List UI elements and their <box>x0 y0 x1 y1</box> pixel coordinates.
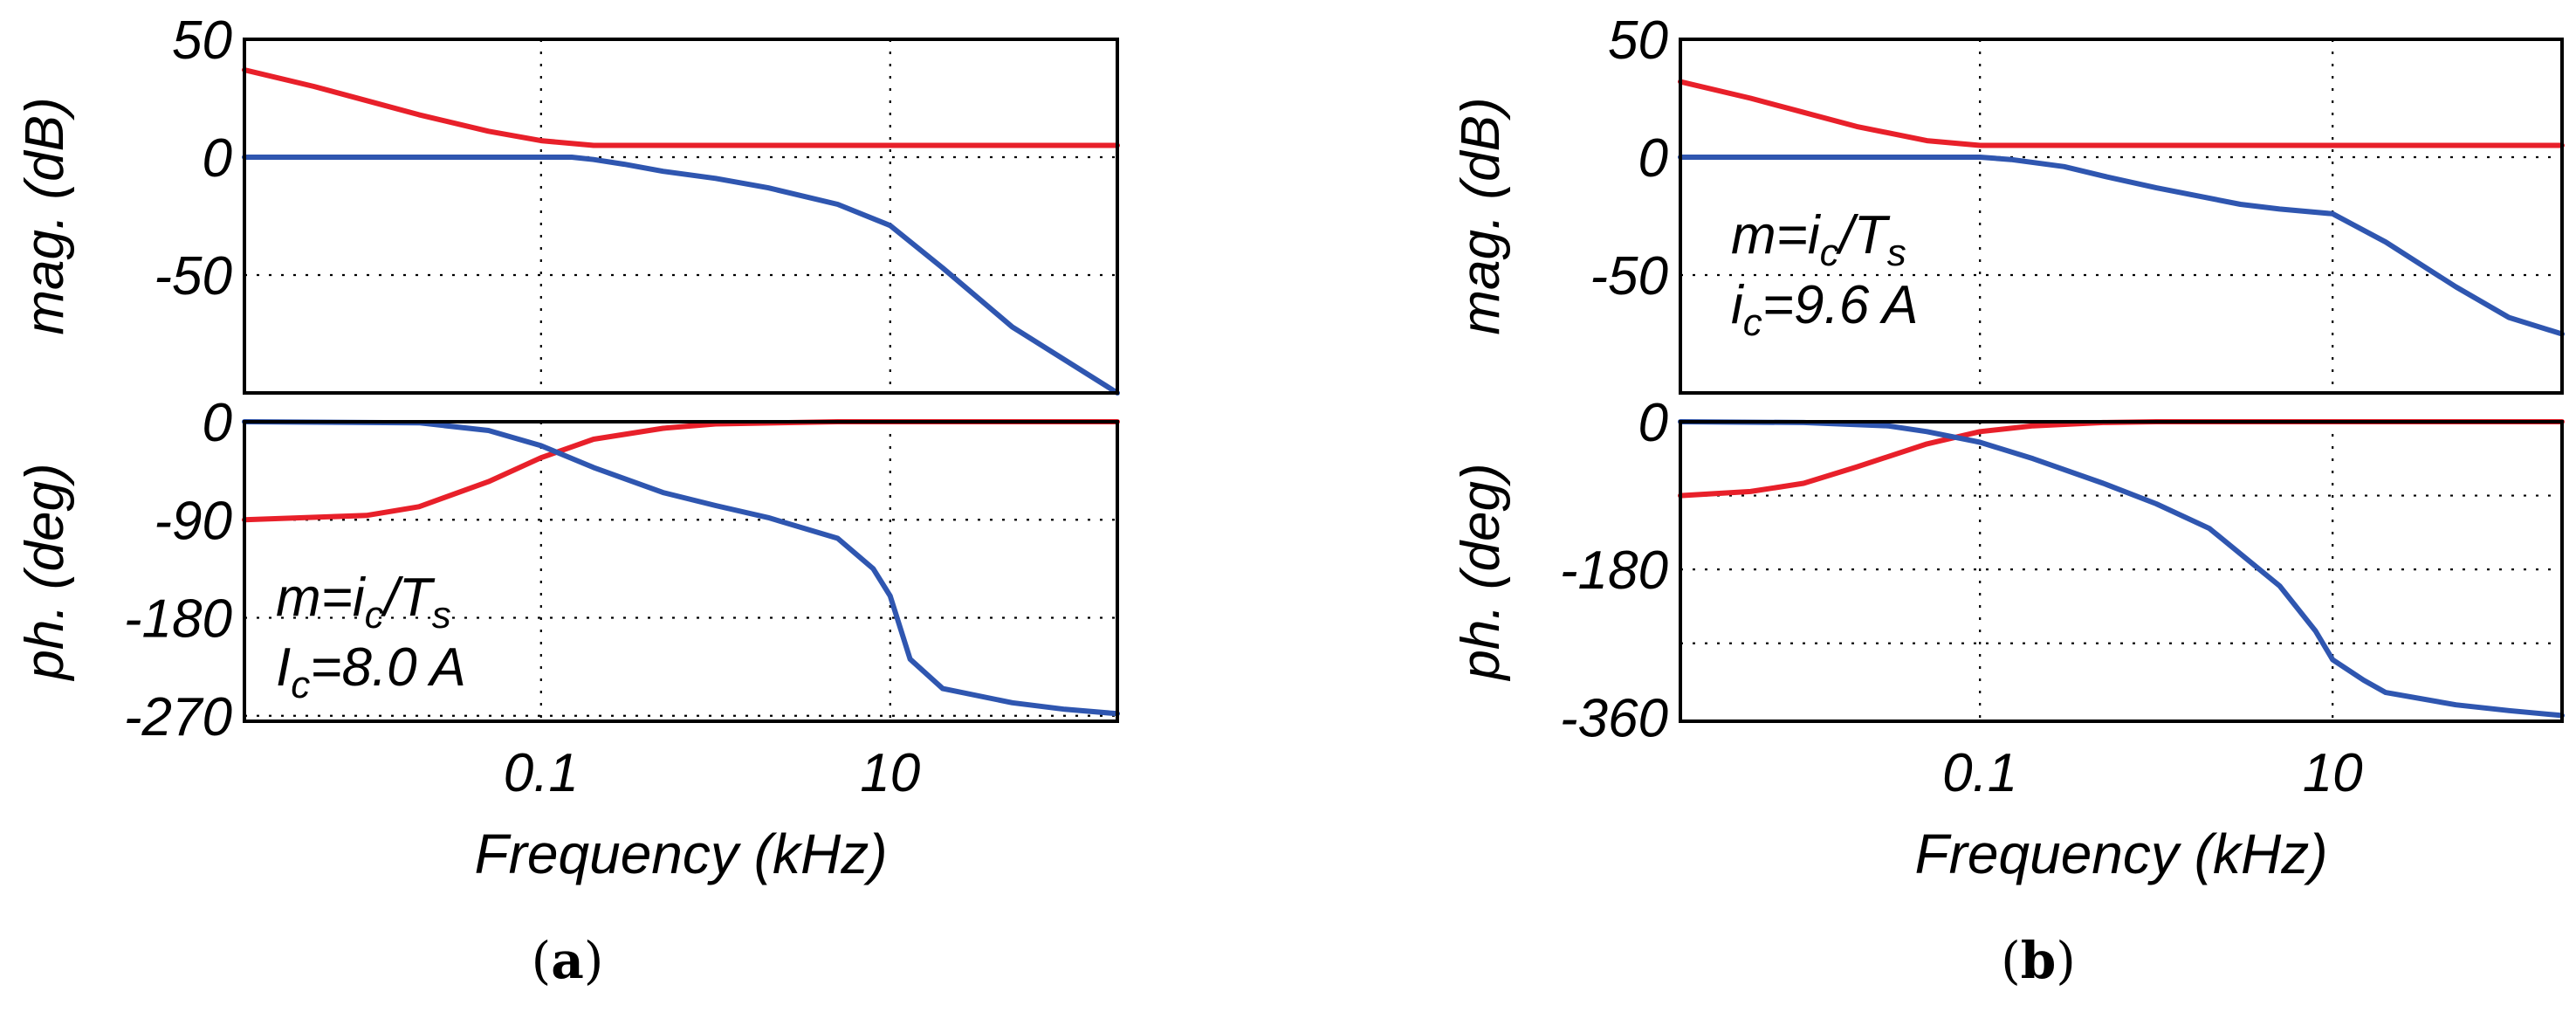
magnitude-axis-label: mag. (dB) <box>1451 97 1511 334</box>
phase-ytick-label: -270 <box>124 687 232 747</box>
magnitude-ytick-label: 0 <box>1638 128 1668 189</box>
magnitude-plot-a: 50 0 -50 mag. (dB) <box>15 10 1120 396</box>
phase-axis-label: ph. (deg) <box>1451 463 1511 681</box>
magnitude-ytick-label: -50 <box>154 246 232 306</box>
phase-plot-a: 0 -90 -180 -270 ph. (deg) <box>15 393 1120 747</box>
magnitude-axis-label: mag. (dB) <box>15 97 75 334</box>
panel-caption-a: (a) <box>532 931 604 990</box>
phase-ytick-label: -90 <box>154 491 232 551</box>
phase-ytick-label: 0 <box>203 393 232 453</box>
phase-ytick-label: -180 <box>124 589 232 650</box>
magnitude-ytick-label: 50 <box>172 10 232 71</box>
phase-curve-red-a <box>242 419 1120 523</box>
annotation-slope: m=ic/Ts <box>276 568 451 637</box>
phase-plot-b: 0 -180 -360 ph. (deg) <box>1451 393 2565 748</box>
panel-caption-b: (b) <box>2001 931 2076 990</box>
xtick-label: 10 <box>2303 743 2363 803</box>
xtick-label: 10 <box>860 743 920 803</box>
phase-curve-blue-a <box>242 419 1120 717</box>
annotation-current: ic=9.6 A <box>1731 275 1918 344</box>
x-axis-label: Frequency (kHz) <box>1915 823 2328 885</box>
magnitude-curve-blue-a <box>242 155 1120 396</box>
phase-ytick-label: -180 <box>1560 540 1668 601</box>
magnitude-ytick-label: 0 <box>203 128 232 189</box>
annotation-slope: m=ic/Ts <box>1731 205 1906 274</box>
magnitude-plot-b: 50 0 -50 mag. (dB) <box>1451 10 2565 395</box>
xtick-label: 0.1 <box>1942 743 2017 803</box>
phase-axis-label: ph. (deg) <box>15 463 75 681</box>
magnitude-ytick-label: -50 <box>1590 246 1668 306</box>
magnitude-axes-frame <box>1679 38 2564 395</box>
phase-curve-red-b <box>1678 419 2565 499</box>
phase-curve-blue-b <box>1678 419 2565 719</box>
annotation-current: Ic=8.0 A <box>276 637 466 706</box>
panel-b: 50 0 -50 mag. (dB) 0 -180 -360 ph. (deg) 0.1 10 Fr… <box>1451 10 2565 990</box>
magnitude-curve-blue-b <box>1678 155 2565 337</box>
phase-axes-frame <box>243 420 1119 723</box>
xtick-label: 0.1 <box>504 743 579 803</box>
magnitude-curve-red-a <box>242 67 1120 148</box>
magnitude-curve-red-b <box>1678 79 2565 148</box>
magnitude-ytick-label: 50 <box>1608 10 1668 71</box>
panel-a: 50 0 -50 mag. (dB) 0 -90 -180 -270 ph. (deg) 0.1 1… <box>15 10 1120 990</box>
phase-axes-frame <box>1679 420 2564 723</box>
phase-ytick-label: -360 <box>1560 688 1668 748</box>
x-axis-label: Frequency (kHz) <box>475 823 888 885</box>
phase-ytick-label: 0 <box>1638 393 1668 453</box>
magnitude-axes-frame <box>243 38 1119 395</box>
